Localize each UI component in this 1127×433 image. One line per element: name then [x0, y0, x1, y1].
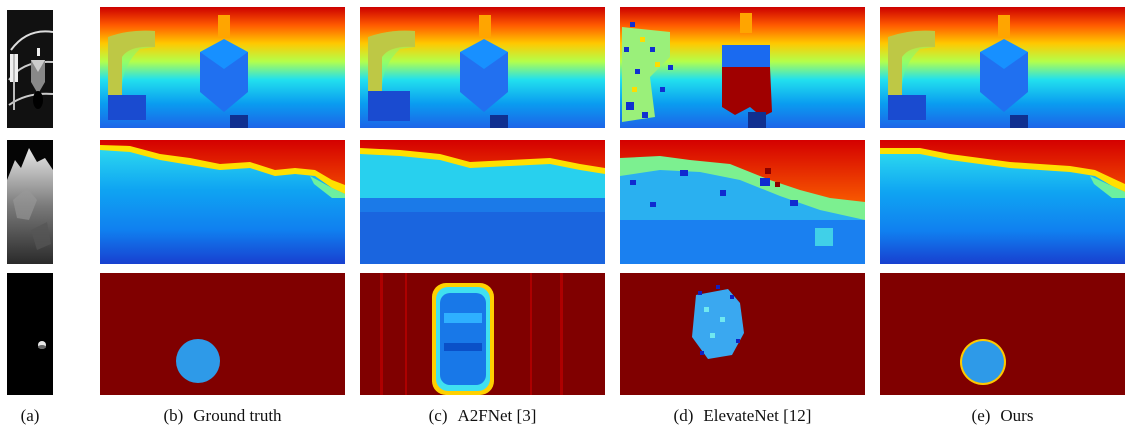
caption-b-title: Ground truth: [193, 406, 282, 425]
caption-b-label: (b): [163, 406, 184, 425]
caption-d-title: ElevateNet [12]: [703, 406, 812, 425]
caption-b: (b) Ground truth: [100, 404, 345, 428]
input-image-row1: [7, 10, 53, 128]
depth-map-a2fnet-row1: [360, 7, 605, 128]
depth-map-a2fnet-row3: [360, 273, 605, 395]
depth-map-elevatenet-row1: [620, 7, 865, 128]
caption-c-label: (c): [428, 406, 448, 425]
depth-map-ours-row1: [880, 7, 1125, 128]
caption-d-label: (d): [673, 406, 694, 425]
depth-map-a2fnet-row2: [360, 140, 605, 264]
depth-map-ours-row2: [880, 140, 1125, 264]
caption-e-label: (e): [971, 406, 991, 425]
input-image-row3: [7, 273, 53, 395]
depth-map-ours-row3: [880, 273, 1125, 395]
caption-c: (c) A2FNet [3]: [360, 404, 605, 428]
caption-e: (e) Ours: [880, 404, 1125, 428]
caption-a: (a): [0, 404, 60, 428]
depth-map-ground-truth-row1: [100, 7, 345, 128]
depth-map-ground-truth-row2: [100, 140, 345, 264]
depth-map-elevatenet-row2: [620, 140, 865, 264]
depth-map-elevatenet-row3: [620, 273, 865, 395]
caption-e-title: Ours: [1000, 406, 1034, 425]
caption-a-label: (a): [20, 406, 40, 425]
caption-c-title: A2FNet [3]: [457, 406, 537, 425]
input-image-row2: [7, 140, 53, 264]
depth-map-ground-truth-row3: [100, 273, 345, 395]
caption-d: (d) ElevateNet [12]: [620, 404, 865, 428]
